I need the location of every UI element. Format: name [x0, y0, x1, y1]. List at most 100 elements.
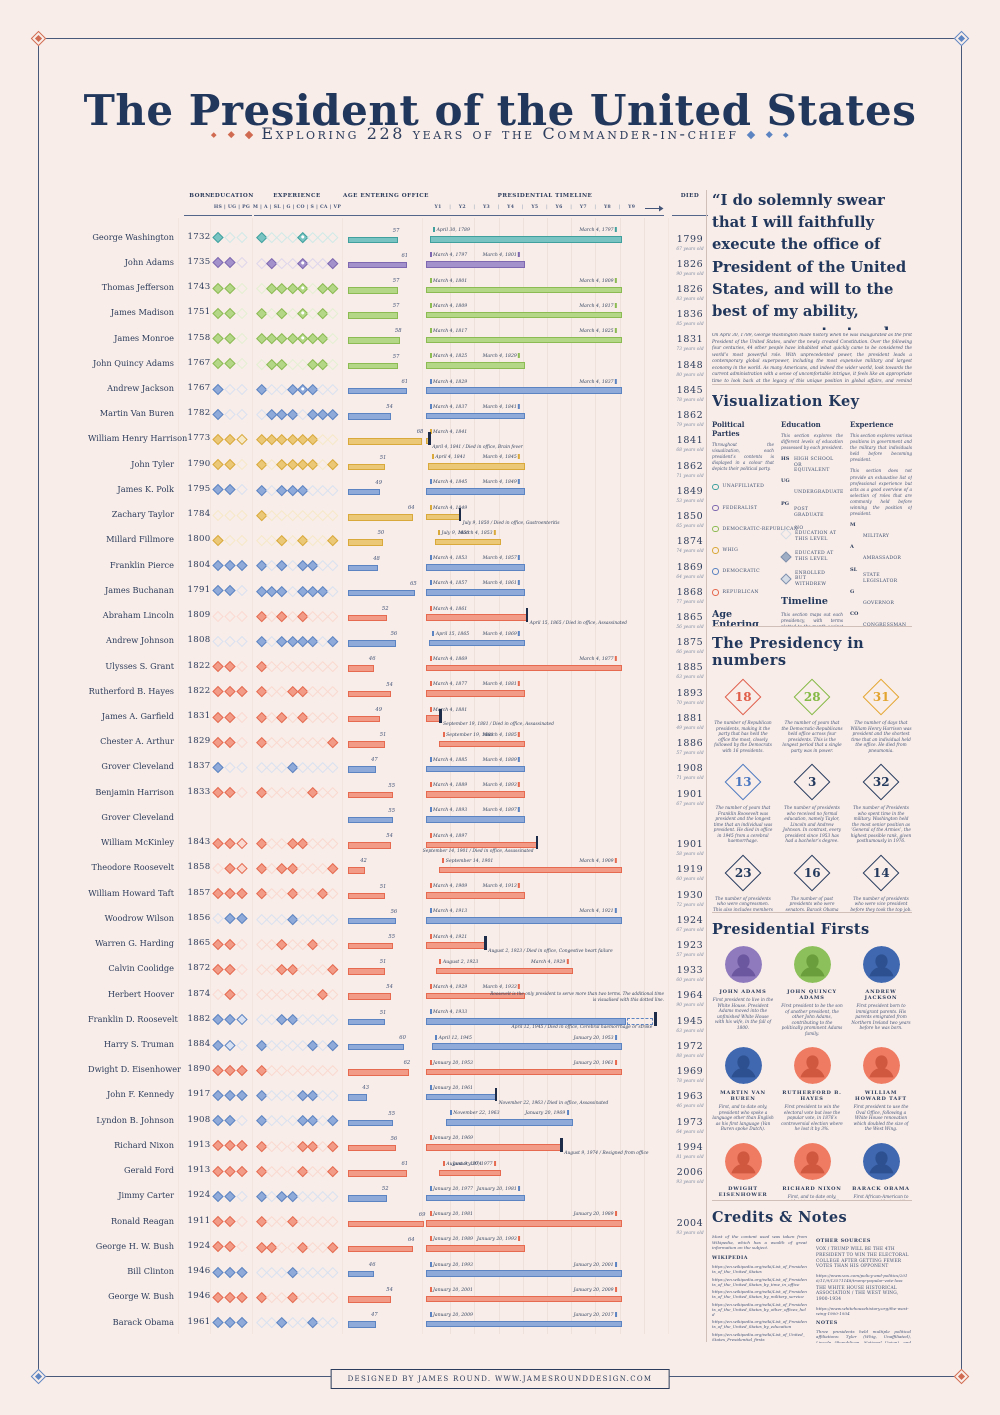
age-cell: 46: [348, 653, 426, 678]
timeline-cell: March 4, 1849 July 9, 1850 / Died in offi…: [426, 502, 666, 527]
stat-number: 13: [734, 775, 752, 790]
education-cell: [212, 631, 249, 650]
experience-cell: [256, 1110, 340, 1129]
education-diamond: [212, 459, 224, 471]
stat-description: The number of days that William Henry Ha…: [850, 721, 912, 754]
experience-cell: [256, 1085, 340, 1104]
president-row: Andrew Jackson 1767 61 March 4, 1829 March 4…: [88, 375, 708, 403]
education-diamond: [224, 938, 236, 950]
education-diamond: [224, 1014, 236, 1026]
experience-diamond: [287, 863, 298, 874]
died-year: 1963: [676, 1091, 704, 1103]
first-cell: Martin Van Buren First, and to date only,…: [712, 1047, 774, 1133]
age-bar: [348, 1296, 392, 1303]
term-end-date: March 4, 1861: [483, 580, 522, 586]
age-cell: 51: [348, 956, 426, 981]
education-diamond: [235, 1266, 248, 1278]
education-diamond: [224, 787, 236, 799]
experience-diamond: [287, 661, 298, 672]
experience-diamond: [307, 535, 318, 546]
source-link[interactable]: https://en.wikipedia.org/wiki/List_of_Pr…: [712, 1264, 807, 1275]
credits-right-column: Other Sources Vox / Trump will be the 4th…: [816, 1234, 911, 1343]
experience-diamond: [287, 1064, 298, 1076]
president-row: Benjamin Harrison 1833 55 March 4, 1889 Marc…: [88, 779, 708, 807]
president-name: Ronald Reagan: [111, 1215, 174, 1226]
education-diamond: [235, 736, 248, 748]
education-diamond: [235, 1291, 248, 1303]
experience-diamond: [266, 333, 278, 344]
term-start-date: August 9, 1974: [441, 1160, 482, 1167]
experience-diamond: [276, 837, 288, 849]
source-link[interactable]: https://en.wikipedia.org/wiki/List_of_Pr…: [712, 1289, 807, 1300]
age-bar: [348, 715, 381, 723]
experience-diamond: [287, 1115, 298, 1127]
born-year: 1767: [187, 383, 211, 393]
education-cell: [212, 505, 249, 524]
education-cell: [212, 404, 249, 423]
source-link[interactable]: https://en.wikipedia.org/wiki/List_of_Pr…: [712, 1276, 807, 1287]
age-bar: [348, 917, 396, 925]
experience-diamond: [276, 1014, 288, 1026]
source-link[interactable]: https://en.wikipedia.org/wiki/List_of_Pr…: [712, 1319, 807, 1330]
age-cell: 49: [348, 703, 426, 728]
term-bar: [426, 589, 525, 596]
source-link[interactable]: https://www.whitehousehistory.org/the-we…: [816, 1305, 909, 1316]
born-year: 1784: [187, 509, 211, 520]
term-end-annotation: September 14, 1901 / Died in office, Ass…: [422, 848, 534, 854]
president-name: James K. Polk: [117, 483, 174, 494]
education-diamond: [235, 610, 248, 622]
experience-cell: [256, 833, 340, 852]
source-link[interactable]: https://www.vox.com/policy-and-politics/…: [816, 1272, 908, 1283]
stat-number: 18: [734, 689, 752, 704]
timeline-year-label: Y7: [579, 204, 587, 210]
stat-number: 3: [807, 775, 817, 790]
died-cell: 1869 64 years old: [672, 555, 708, 580]
term-start-date: July 9, 1850: [437, 529, 469, 536]
died-cell: 1875 66 years old: [672, 630, 708, 655]
age-cell: 47: [348, 1309, 426, 1334]
age-bar: [348, 1018, 385, 1026]
president-name: William Howard Taft: [88, 887, 174, 898]
born-year: 1790: [187, 458, 211, 469]
source-link[interactable]: https://en.wikipedia.org/wiki/List_of_Pr…: [712, 1301, 807, 1317]
age-bar: [348, 287, 398, 294]
experience-diamond: [276, 736, 288, 748]
president-name: Zachary Taylor: [111, 509, 174, 520]
age-value: 54: [386, 1287, 393, 1294]
education-diamond: [224, 913, 236, 925]
term-start-date: March 4, 1881: [428, 706, 467, 713]
died-cell: 1881 49 years old: [672, 706, 708, 731]
education-diamond: [212, 938, 224, 950]
died-year: 1881: [676, 712, 704, 724]
timeline-cell: January 20, 2009 January 20, 2017: [426, 1309, 666, 1334]
experience-diamond: [276, 282, 288, 294]
timeline-cell: March 4, 1861 April 15, 1865 / Died in of…: [426, 602, 666, 627]
education-diamond: [212, 509, 224, 521]
term-bar: [426, 261, 525, 268]
source-link[interactable]: https://en.wikipedia.org/wiki/List_of_Un…: [712, 1331, 805, 1342]
education-diamond: [212, 1115, 224, 1127]
died-age: 66 years old: [676, 650, 704, 656]
president-portrait-icon: [862, 1047, 900, 1085]
designer-credit: Designed by James Round. www.jamesroundd…: [330, 1369, 670, 1389]
experience-cell: [256, 479, 340, 498]
term-bar: [426, 614, 528, 621]
education-diamond: [212, 282, 224, 294]
education-cell: [212, 1009, 249, 1028]
president-name: James Buchanan: [104, 584, 174, 595]
experience-diamond: [276, 383, 288, 395]
president-name: Grover Cleveland: [101, 761, 174, 772]
education-diamond: [235, 963, 248, 975]
first-cell: William Howard Taft First president to us…: [850, 1047, 912, 1133]
age-cell: 55: [348, 779, 426, 804]
education-cell: [212, 833, 249, 852]
term-end-date: January 20, 1981: [477, 1185, 522, 1192]
president-name: Warren G. Harding: [95, 938, 174, 948]
president-row: Thomas Jefferson 1743 57 March 4, 1801 March…: [88, 275, 708, 302]
died-year: 1869: [676, 561, 704, 573]
age-bar: [348, 589, 416, 597]
education-cell: [212, 782, 249, 801]
education-diamond: [235, 1241, 248, 1253]
experience-diamond: [297, 459, 308, 471]
term-bar: [426, 311, 622, 319]
